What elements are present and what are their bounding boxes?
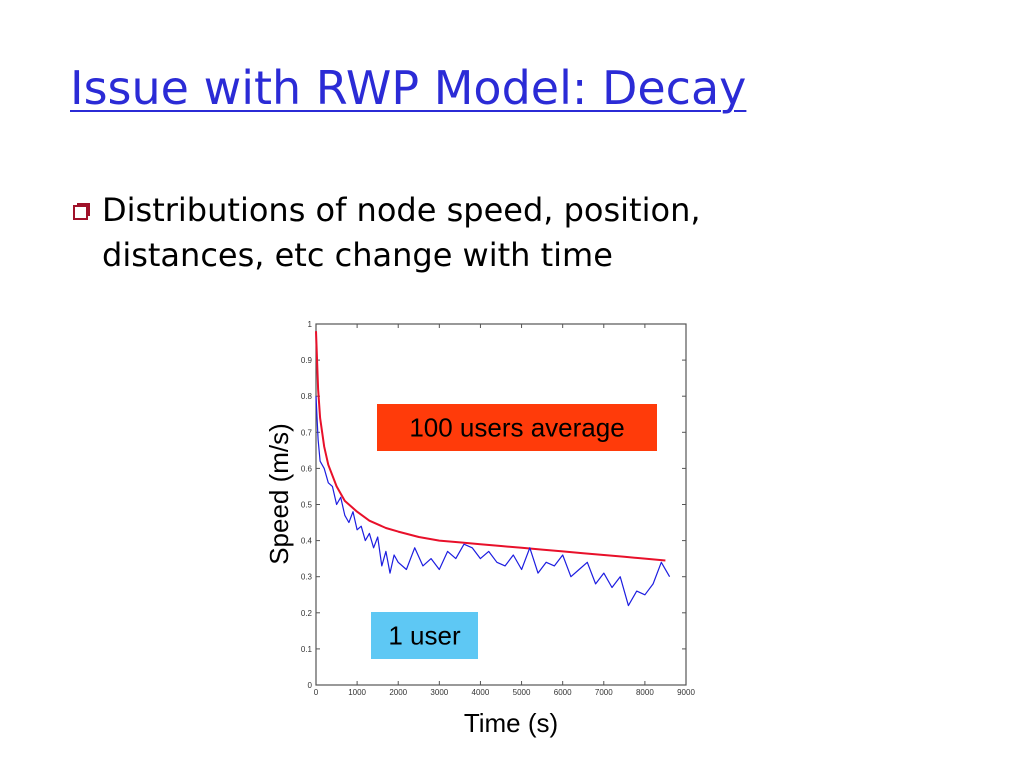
y-tick-label: 0.7 bbox=[301, 428, 313, 437]
x-axis-label: Time (s) bbox=[464, 708, 558, 738]
x-tick-label: 7000 bbox=[595, 688, 613, 697]
x-tick-label: 8000 bbox=[636, 688, 654, 697]
x-tick-label: 9000 bbox=[677, 688, 695, 697]
y-tick-label: 0.9 bbox=[301, 356, 313, 365]
series-layer bbox=[315, 331, 671, 607]
legend-callout-1-user-text: 1 user bbox=[388, 621, 461, 651]
callouts: 100 users average 1 user bbox=[371, 404, 657, 659]
x-axis: 0 1000 2000 3000 4000 5000 6000 7000 8000 9000 bbox=[314, 324, 695, 697]
x-tick-label: 5000 bbox=[513, 688, 531, 697]
y-tick-label: 0.3 bbox=[301, 573, 313, 582]
y-tick-label: 0.5 bbox=[301, 501, 313, 510]
legend-callout-1-user-box bbox=[371, 612, 478, 659]
y-tick-label: 0.8 bbox=[301, 392, 313, 401]
legend-callout-100-users-average: 100 users average bbox=[377, 404, 657, 451]
bullet-checkbox-icon bbox=[72, 188, 102, 226]
x-tick-label: 2000 bbox=[389, 688, 407, 697]
x-tick-label: 3000 bbox=[430, 688, 448, 697]
y-tick-label: 0.2 bbox=[301, 609, 313, 618]
x-tick-label: 0 bbox=[314, 688, 319, 697]
series-line-1-user bbox=[315, 396, 671, 607]
bullet-item: Distributions of node speed, position, d… bbox=[72, 188, 972, 278]
y-tick-label: 1 bbox=[308, 320, 313, 329]
series-line-100-users-average bbox=[315, 331, 666, 562]
y-tick-label: 0 bbox=[308, 681, 313, 690]
bullet-text: Distributions of node speed, position, d… bbox=[102, 191, 701, 274]
y-tick-label: 0.1 bbox=[301, 645, 313, 654]
x-tick-label: 6000 bbox=[554, 688, 572, 697]
legend-callout-1-user: 1 user bbox=[371, 612, 478, 659]
y-tick-label: 0.6 bbox=[301, 464, 313, 473]
x-tick-label: 4000 bbox=[472, 688, 490, 697]
slide-title: Issue with RWP Model: Decay bbox=[70, 61, 747, 115]
x-tick-label: 1000 bbox=[348, 688, 366, 697]
y-axis-label: Speed (m/s) bbox=[264, 423, 294, 565]
legend-callout-100-users-average-box bbox=[377, 404, 657, 451]
legend-callout-100-users-average-text: 100 users average bbox=[409, 413, 624, 443]
y-axis: 0 0.1 0.2 0.3 0.4 0.5 0.6 0.7 0.8 0.9 1 bbox=[301, 320, 686, 690]
y-tick-label: 0.4 bbox=[301, 537, 313, 546]
